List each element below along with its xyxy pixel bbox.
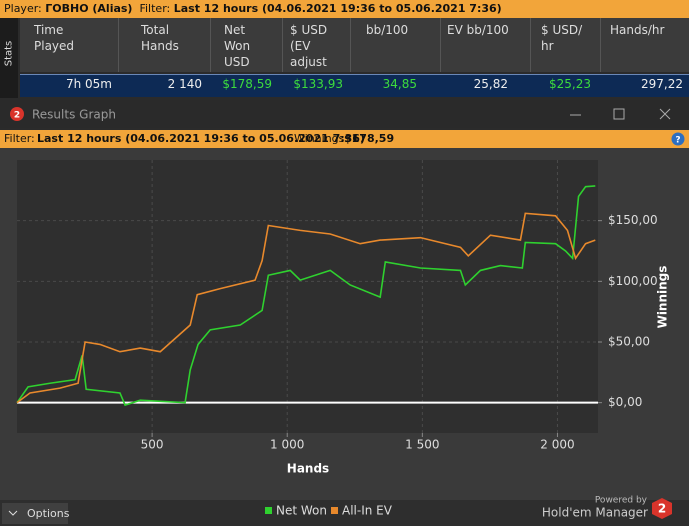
legend-swatch	[265, 507, 272, 514]
stats-tab-label: Stats	[3, 40, 15, 67]
options-chevron	[8, 510, 18, 516]
table-cell: 34,85	[382, 77, 417, 91]
y-tick-label: $150,00	[608, 213, 658, 227]
table-cell: 25,82	[473, 77, 508, 91]
window-titlebar	[0, 100, 689, 128]
y-axis-title: Winnings	[656, 266, 670, 329]
legend-label: Net Won	[276, 504, 327, 518]
x-axis-title: Hands	[287, 462, 329, 476]
column-separator	[530, 18, 531, 72]
table-cell: 297,22	[641, 77, 683, 91]
filter-label: Filter:	[4, 132, 35, 145]
y-tick-label: $50,00	[608, 335, 650, 349]
chart-area	[0, 148, 689, 500]
window-icon	[10, 107, 24, 121]
filter: Last 12 hours (04.06.2021 19:36 to 05.06…	[173, 2, 502, 15]
help-label: ?	[675, 136, 680, 146]
winnings: $178,59	[344, 132, 394, 145]
column-header: $ USD/ hr	[541, 23, 583, 53]
column-header: bb/100	[366, 23, 409, 37]
table-cell: $25,23	[549, 77, 591, 91]
brand-mark: 2	[658, 502, 666, 516]
top-bar: Player: ГОВНО (Alias) Filter: Last 12 ho…	[0, 0, 689, 18]
table-header	[20, 18, 689, 72]
column-separator	[440, 18, 441, 72]
column-header: EV bb/100	[447, 23, 509, 37]
column-separator	[282, 18, 283, 72]
legend-label: All-In EV	[342, 504, 393, 518]
y-tick-label: $100,00	[608, 274, 658, 288]
column-separator	[210, 18, 211, 72]
plot-area	[17, 160, 598, 433]
column-separator	[118, 18, 119, 72]
brand: Hold'em Manager	[542, 506, 648, 520]
series-line	[16, 185, 596, 407]
filter-bar	[0, 130, 689, 148]
window-title: Results Graph	[32, 108, 116, 122]
filter-label: Filter:	[139, 2, 171, 15]
x-tick-label: 1 500	[405, 438, 439, 452]
filter: Last 12 hours (04.06.2021 19:36 to 05.06…	[37, 132, 365, 145]
table-cell: 2 140	[167, 77, 202, 91]
window-icon-label: 2	[14, 111, 20, 121]
table-cell: 7h 05m	[65, 77, 112, 91]
options-label: Options	[27, 507, 70, 520]
column-separator	[350, 18, 351, 72]
help-button[interactable]	[671, 132, 685, 146]
footer	[0, 500, 689, 526]
y-tick-label: $0,00	[608, 395, 642, 409]
x-tick-label: 2 000	[540, 438, 574, 452]
column-separator	[600, 18, 601, 72]
player: ГОВНО (Alias)	[45, 2, 133, 15]
options-button[interactable]	[2, 503, 68, 524]
x-tick-label: 1 000	[270, 438, 304, 452]
x-tick-label: 500	[141, 438, 164, 452]
table-cell: $133,93	[293, 77, 343, 91]
column-header: Net Won USD	[224, 23, 251, 69]
winnings-label: Winnings:	[294, 132, 348, 145]
legend-swatch	[331, 507, 338, 514]
brand-logo	[652, 498, 672, 519]
close-button[interactable]	[659, 108, 671, 120]
column-header: Total Hands	[141, 23, 179, 53]
player-label: Player:	[4, 2, 42, 15]
table-cell: $178,59	[222, 77, 272, 91]
column-header: Time Played	[34, 23, 75, 53]
maximize-button[interactable]	[613, 108, 625, 120]
column-header: $ USD (EV adjust	[290, 23, 328, 69]
series-line	[16, 212, 596, 404]
column-header: Hands/hr	[610, 23, 665, 37]
stats-tab[interactable]: Stats	[0, 18, 18, 98]
powered-by: Powered by	[595, 496, 648, 506]
table-row	[20, 74, 689, 97]
